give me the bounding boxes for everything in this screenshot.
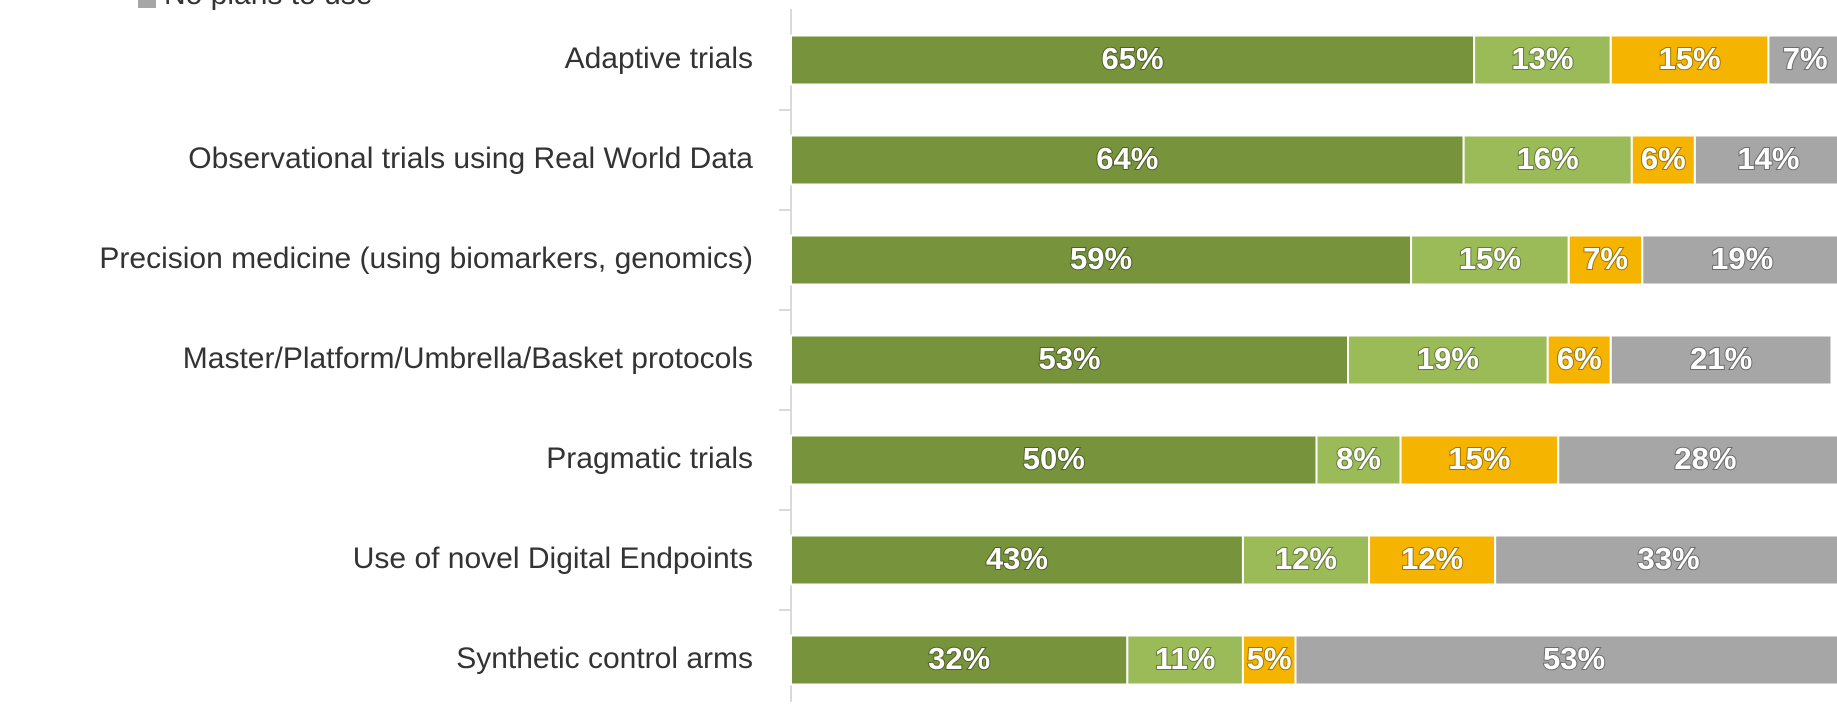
bar-segment [1567,234,1644,286]
bar-segment [790,334,1350,386]
data-label: 12% [1275,541,1337,576]
data-label: 50% [1023,441,1085,476]
bar-segment [790,634,1129,686]
data-label: 7% [1783,41,1828,76]
bar-segment [1693,134,1837,186]
data-label: 6% [1557,341,1602,376]
bar-segment [1315,434,1402,486]
data-label: 15% [1659,41,1721,76]
data-label: 5% [1247,641,1292,676]
data-label: 15% [1448,441,1510,476]
data-label: 8% [1336,441,1381,476]
data-label: 53% [1038,341,1100,376]
data-label: 13% [1511,41,1573,76]
data-label: 12% [1401,541,1463,576]
bar-segment [1399,434,1560,486]
category-label: Precision medicine (using biomarkers, ge… [99,242,753,275]
bar-segment [1557,434,1837,486]
data-label: 65% [1102,41,1164,76]
bar-segment [1609,34,1770,86]
bar-segment [790,134,1465,186]
data-label: 64% [1096,141,1158,176]
data-label: 33% [1638,541,1700,576]
bar-segment [1609,334,1833,386]
data-label: 16% [1517,141,1579,176]
category-label: Observational trials using Real World Da… [188,142,753,175]
category-label: Pragmatic trials [546,442,753,475]
bar-segment [790,234,1413,286]
data-label: 14% [1737,141,1799,176]
data-label: 19% [1417,341,1479,376]
data-label: 11% [1155,641,1215,676]
legend-label: No plans to use [164,0,372,11]
bar-segment [1241,534,1371,586]
category-label: Master/Platform/Umbrella/Basket protocol… [183,342,753,375]
bar-segment [1368,534,1497,586]
data-label: 7% [1583,241,1628,276]
category-label: Adaptive trials [565,42,753,75]
bar-segment [1494,534,1837,586]
bar-segment [1241,634,1297,686]
data-label: 21% [1690,341,1752,376]
data-label: 32% [928,641,990,676]
data-label: 28% [1674,441,1736,476]
bar-segment [1546,334,1612,386]
bar-segment [1294,634,1837,686]
data-label: 15% [1459,241,1521,276]
bar-segment [1347,334,1549,386]
data-label: 6% [1641,141,1686,176]
bar-segment [1462,134,1633,186]
bar-segment [1473,34,1612,86]
bar-segment [1630,134,1696,186]
category-label: Use of novel Digital Endpoints [353,542,753,575]
data-label: 59% [1070,241,1132,276]
legend-swatch [138,0,156,8]
bar-segment [1126,634,1244,686]
category-label: Synthetic control arms [456,642,753,675]
data-label: 53% [1543,641,1605,676]
bar-segment [1767,34,1837,86]
data-label: 43% [986,541,1048,576]
data-label: 19% [1711,241,1773,276]
bar-segment [1641,234,1837,286]
